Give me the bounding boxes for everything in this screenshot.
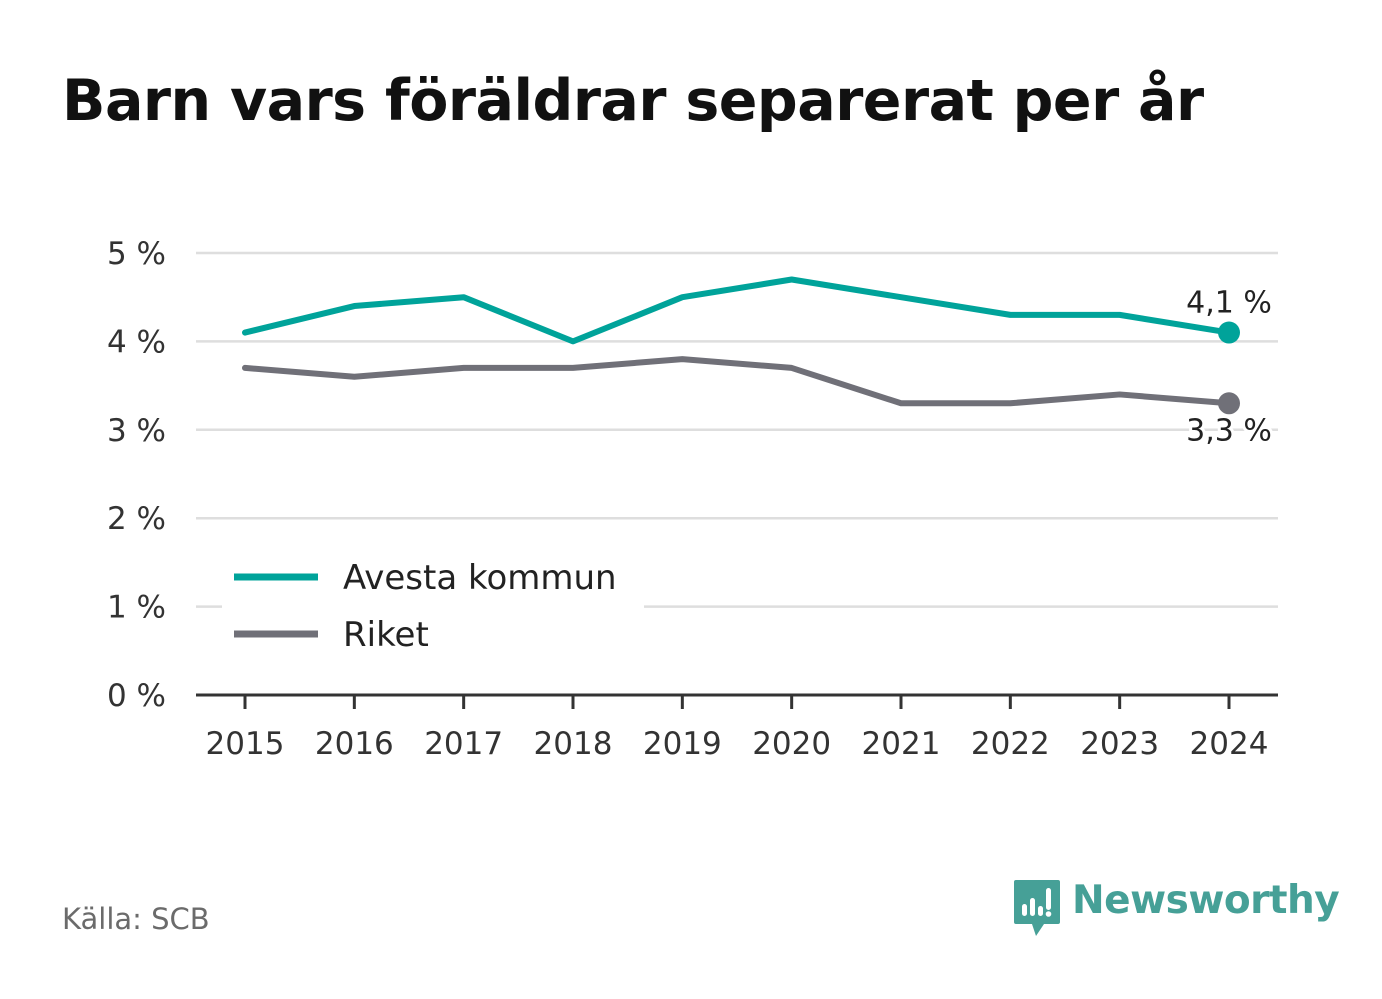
x-tick-label: 2019 — [643, 726, 722, 762]
legend: Avesta kommun Riket — [222, 550, 644, 660]
chart-title: Barn vars föräldrar separerat per år — [62, 68, 1204, 134]
end-point-marker — [1218, 321, 1240, 344]
y-tick-label: 5 % — [107, 236, 166, 272]
y-tick-label: 0 % — [107, 678, 166, 714]
y-tick-label: 2 % — [107, 501, 166, 537]
x-tick-label: 2015 — [206, 726, 285, 762]
end-value-label: 3,3 % — [1186, 413, 1272, 448]
y-tick-label: 3 % — [107, 413, 166, 449]
legend-label: Avesta kommun — [343, 558, 617, 598]
x-tick-label: 2018 — [534, 726, 613, 762]
x-tick-label: 2024 — [1190, 726, 1269, 762]
end-value-label: 4,1 % — [1186, 286, 1272, 321]
source-note: Källa: SCB — [62, 902, 210, 936]
series-line — [242, 356, 1232, 407]
y-tick-label: 4 % — [107, 324, 166, 360]
x-tick-label: 2022 — [971, 726, 1050, 762]
series-lines — [242, 276, 1240, 415]
x-tick-label: 2017 — [424, 726, 503, 762]
axes: 0 % 1 % 2 % 3 % 4 % 5 % 2015 2016 2017 2018 2019 20… — [107, 236, 1278, 762]
end-point-marker — [1218, 392, 1240, 415]
x-tick-label: 2016 — [315, 726, 394, 762]
legend-background — [222, 550, 644, 660]
x-tick-label: 2020 — [752, 726, 831, 762]
x-tick-label: 2023 — [1080, 726, 1159, 762]
brand-logo: Newsworthy — [1012, 878, 1340, 940]
x-tick-label: 2021 — [862, 726, 941, 762]
newsworthy-logo-icon — [1014, 880, 1060, 936]
series-line — [242, 276, 1232, 345]
legend-label: Riket — [343, 615, 429, 655]
y-tick-label: 1 % — [107, 590, 166, 626]
brand-name: Newsworthy — [1072, 878, 1340, 923]
data-labels: 4,1 % 3,3 % — [1183, 283, 1275, 452]
